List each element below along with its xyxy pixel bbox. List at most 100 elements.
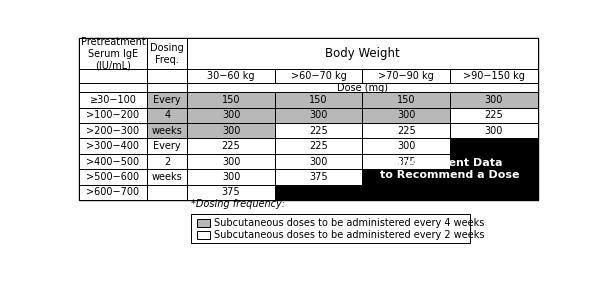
Bar xyxy=(79,169,147,184)
Text: 375: 375 xyxy=(310,172,328,182)
Text: >70−90 kg: >70−90 kg xyxy=(378,71,434,81)
Bar xyxy=(147,123,187,138)
Text: Every: Every xyxy=(154,141,181,151)
Bar xyxy=(187,154,275,169)
Bar xyxy=(362,154,450,169)
Bar xyxy=(191,214,470,243)
Text: 300: 300 xyxy=(222,110,241,120)
Bar xyxy=(187,83,537,92)
Bar xyxy=(79,123,147,138)
Bar xyxy=(187,123,275,138)
Bar xyxy=(187,108,275,123)
Bar xyxy=(147,83,187,92)
Bar xyxy=(187,184,275,200)
Text: 375: 375 xyxy=(222,187,241,197)
Bar xyxy=(450,184,537,200)
Text: Subcutaneous doses to be administered every 4 weeks: Subcutaneous doses to be administered ev… xyxy=(214,218,484,228)
Bar xyxy=(450,169,537,184)
Bar xyxy=(147,108,187,123)
Bar xyxy=(187,138,275,154)
Text: 30−60 kg: 30−60 kg xyxy=(207,71,255,81)
Bar xyxy=(79,154,147,169)
Bar xyxy=(362,184,450,200)
Bar xyxy=(362,123,450,138)
Bar xyxy=(362,138,450,154)
Text: 300: 300 xyxy=(222,172,241,182)
Text: 225: 225 xyxy=(309,141,328,151)
Bar xyxy=(275,184,362,200)
Text: >60−70 kg: >60−70 kg xyxy=(291,71,346,81)
Text: Pretreatment
Serum IgE
(IU/mL): Pretreatment Serum IgE (IU/mL) xyxy=(81,37,145,70)
Text: 300: 300 xyxy=(397,110,416,120)
Text: *Dosing frequency:: *Dosing frequency: xyxy=(191,199,285,209)
Text: >200−300: >200−300 xyxy=(86,126,140,136)
Bar xyxy=(79,38,537,200)
Text: 225: 225 xyxy=(222,141,241,151)
Text: ≥30−100: ≥30−100 xyxy=(89,95,136,105)
Bar xyxy=(147,92,187,108)
Bar xyxy=(187,92,275,108)
Bar xyxy=(79,184,147,200)
Text: >500−600: >500−600 xyxy=(86,172,140,182)
Bar xyxy=(362,108,450,123)
Bar xyxy=(450,138,537,154)
Bar xyxy=(147,184,187,200)
Text: 300: 300 xyxy=(310,110,328,120)
Bar xyxy=(79,69,147,83)
Text: 225: 225 xyxy=(309,126,328,136)
Text: Dose (mg): Dose (mg) xyxy=(337,82,388,93)
Bar xyxy=(79,38,147,69)
Bar xyxy=(362,169,450,184)
Bar xyxy=(79,138,147,154)
Bar xyxy=(147,169,187,184)
Bar xyxy=(275,154,362,169)
Text: 300: 300 xyxy=(222,126,241,136)
Bar xyxy=(198,231,210,239)
Text: 2: 2 xyxy=(164,157,170,166)
Bar xyxy=(275,92,362,108)
Text: 375: 375 xyxy=(397,157,416,166)
Text: 225: 225 xyxy=(485,110,503,120)
Text: 300: 300 xyxy=(485,95,503,105)
Bar xyxy=(79,108,147,123)
Text: 300: 300 xyxy=(310,157,328,166)
Bar xyxy=(187,69,275,83)
Text: Insufficient Data
to Recommend a Dose: Insufficient Data to Recommend a Dose xyxy=(380,158,520,180)
Bar xyxy=(147,154,187,169)
Bar xyxy=(362,92,450,108)
Text: >100−200: >100−200 xyxy=(86,110,140,120)
Text: 150: 150 xyxy=(310,95,328,105)
Text: 150: 150 xyxy=(397,95,416,105)
Bar xyxy=(187,38,537,69)
Text: 225: 225 xyxy=(397,126,416,136)
Text: weeks: weeks xyxy=(152,172,182,182)
Bar xyxy=(147,38,187,69)
Bar xyxy=(275,138,362,154)
Bar xyxy=(79,92,147,108)
Bar xyxy=(450,69,537,83)
Bar xyxy=(450,123,537,138)
Bar xyxy=(198,219,210,227)
Bar xyxy=(79,83,147,92)
Bar xyxy=(362,69,450,83)
Text: Every: Every xyxy=(154,95,181,105)
Text: Subcutaneous doses to be administered every 2 weeks: Subcutaneous doses to be administered ev… xyxy=(214,230,484,240)
Text: Body Weight: Body Weight xyxy=(325,47,400,60)
Text: 300: 300 xyxy=(397,141,416,151)
Bar xyxy=(147,69,187,83)
Bar xyxy=(450,92,537,108)
Text: >300−400: >300−400 xyxy=(86,141,140,151)
Bar xyxy=(187,169,275,184)
Text: Dosing
Freq.: Dosing Freq. xyxy=(151,43,184,64)
Text: weeks: weeks xyxy=(152,126,182,136)
Bar xyxy=(275,108,362,123)
Bar xyxy=(147,138,187,154)
Text: 150: 150 xyxy=(222,95,241,105)
Text: >600−700: >600−700 xyxy=(86,187,140,197)
Text: 4: 4 xyxy=(164,110,170,120)
Bar xyxy=(275,123,362,138)
Text: 300: 300 xyxy=(485,126,503,136)
Bar xyxy=(275,169,362,184)
Bar xyxy=(275,69,362,83)
Bar xyxy=(450,154,537,169)
